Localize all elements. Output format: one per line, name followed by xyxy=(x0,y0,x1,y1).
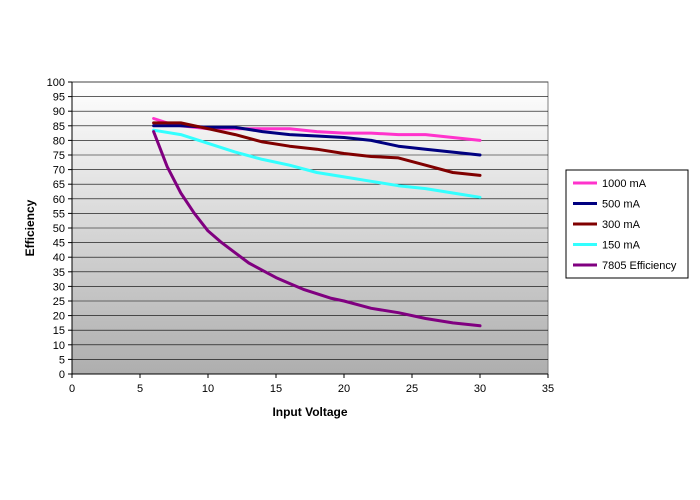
series-line-150-ma xyxy=(152,128,482,199)
x-tick-label: 0 xyxy=(69,383,75,395)
y-tick-label: 5 xyxy=(59,354,65,366)
y-tick-label: 30 xyxy=(53,281,65,293)
gridlines xyxy=(72,81,548,360)
legend-label: 500 mA xyxy=(602,199,641,211)
legend-label: 150 mA xyxy=(602,240,641,252)
series-line-7805-efficiency xyxy=(152,130,482,328)
series-lines xyxy=(152,117,482,328)
y-tick-label: 40 xyxy=(53,252,65,264)
legend-items: 1000 mA 500 mA 300 mA 150 mA 7805 Efficiency xyxy=(573,178,677,272)
series-line-300-ma xyxy=(152,121,482,177)
y-tick-label: 20 xyxy=(53,311,65,323)
y-tick-label: 70 xyxy=(53,165,65,177)
x-tick-label: 30 xyxy=(474,383,486,395)
y-tick-label: 50 xyxy=(53,223,65,235)
y-axis-ticks: 0 5 10 15 20 25 30 35 40 45 50 55 60 65 70 75 80 85 90 95 10… xyxy=(47,77,72,381)
x-axis-title: Input Voltage xyxy=(272,405,347,419)
y-tick-label: 10 xyxy=(53,340,65,352)
y-tick-label: 75 xyxy=(53,150,65,162)
y-tick-label: 95 xyxy=(53,92,65,104)
x-tick-label: 10 xyxy=(202,383,214,395)
legend-label: 300 mA xyxy=(602,219,641,231)
x-tick-label: 20 xyxy=(338,383,350,395)
y-tick-label: 15 xyxy=(53,325,65,337)
x-tick-label: 15 xyxy=(270,383,282,395)
y-tick-label: 65 xyxy=(53,179,65,191)
y-axis-title: Efficiency xyxy=(23,199,37,256)
y-tick-label: 85 xyxy=(53,121,65,133)
x-axis-ticks: 0 5 10 15 20 25 30 35 xyxy=(69,374,554,395)
x-tick-label: 35 xyxy=(542,383,554,395)
y-tick-label: 80 xyxy=(53,135,65,147)
y-tick-label: 100 xyxy=(47,77,65,89)
x-tick-label: 5 xyxy=(137,383,143,395)
y-tick-label: 60 xyxy=(53,194,65,206)
legend-label: 7805 Efficiency xyxy=(602,260,677,272)
y-tick-label: 25 xyxy=(53,296,65,308)
y-tick-label: 45 xyxy=(53,238,65,250)
x-tick-label: 25 xyxy=(406,383,418,395)
y-tick-label: 0 xyxy=(59,369,65,381)
legend: 1000 mA 500 mA 300 mA 150 mA 7805 Efficiency xyxy=(565,169,689,279)
y-tick-label: 55 xyxy=(53,208,65,220)
y-tick-label: 90 xyxy=(53,106,65,118)
y-tick-label: 35 xyxy=(53,267,65,279)
legend-label: 1000 mA xyxy=(602,178,647,190)
